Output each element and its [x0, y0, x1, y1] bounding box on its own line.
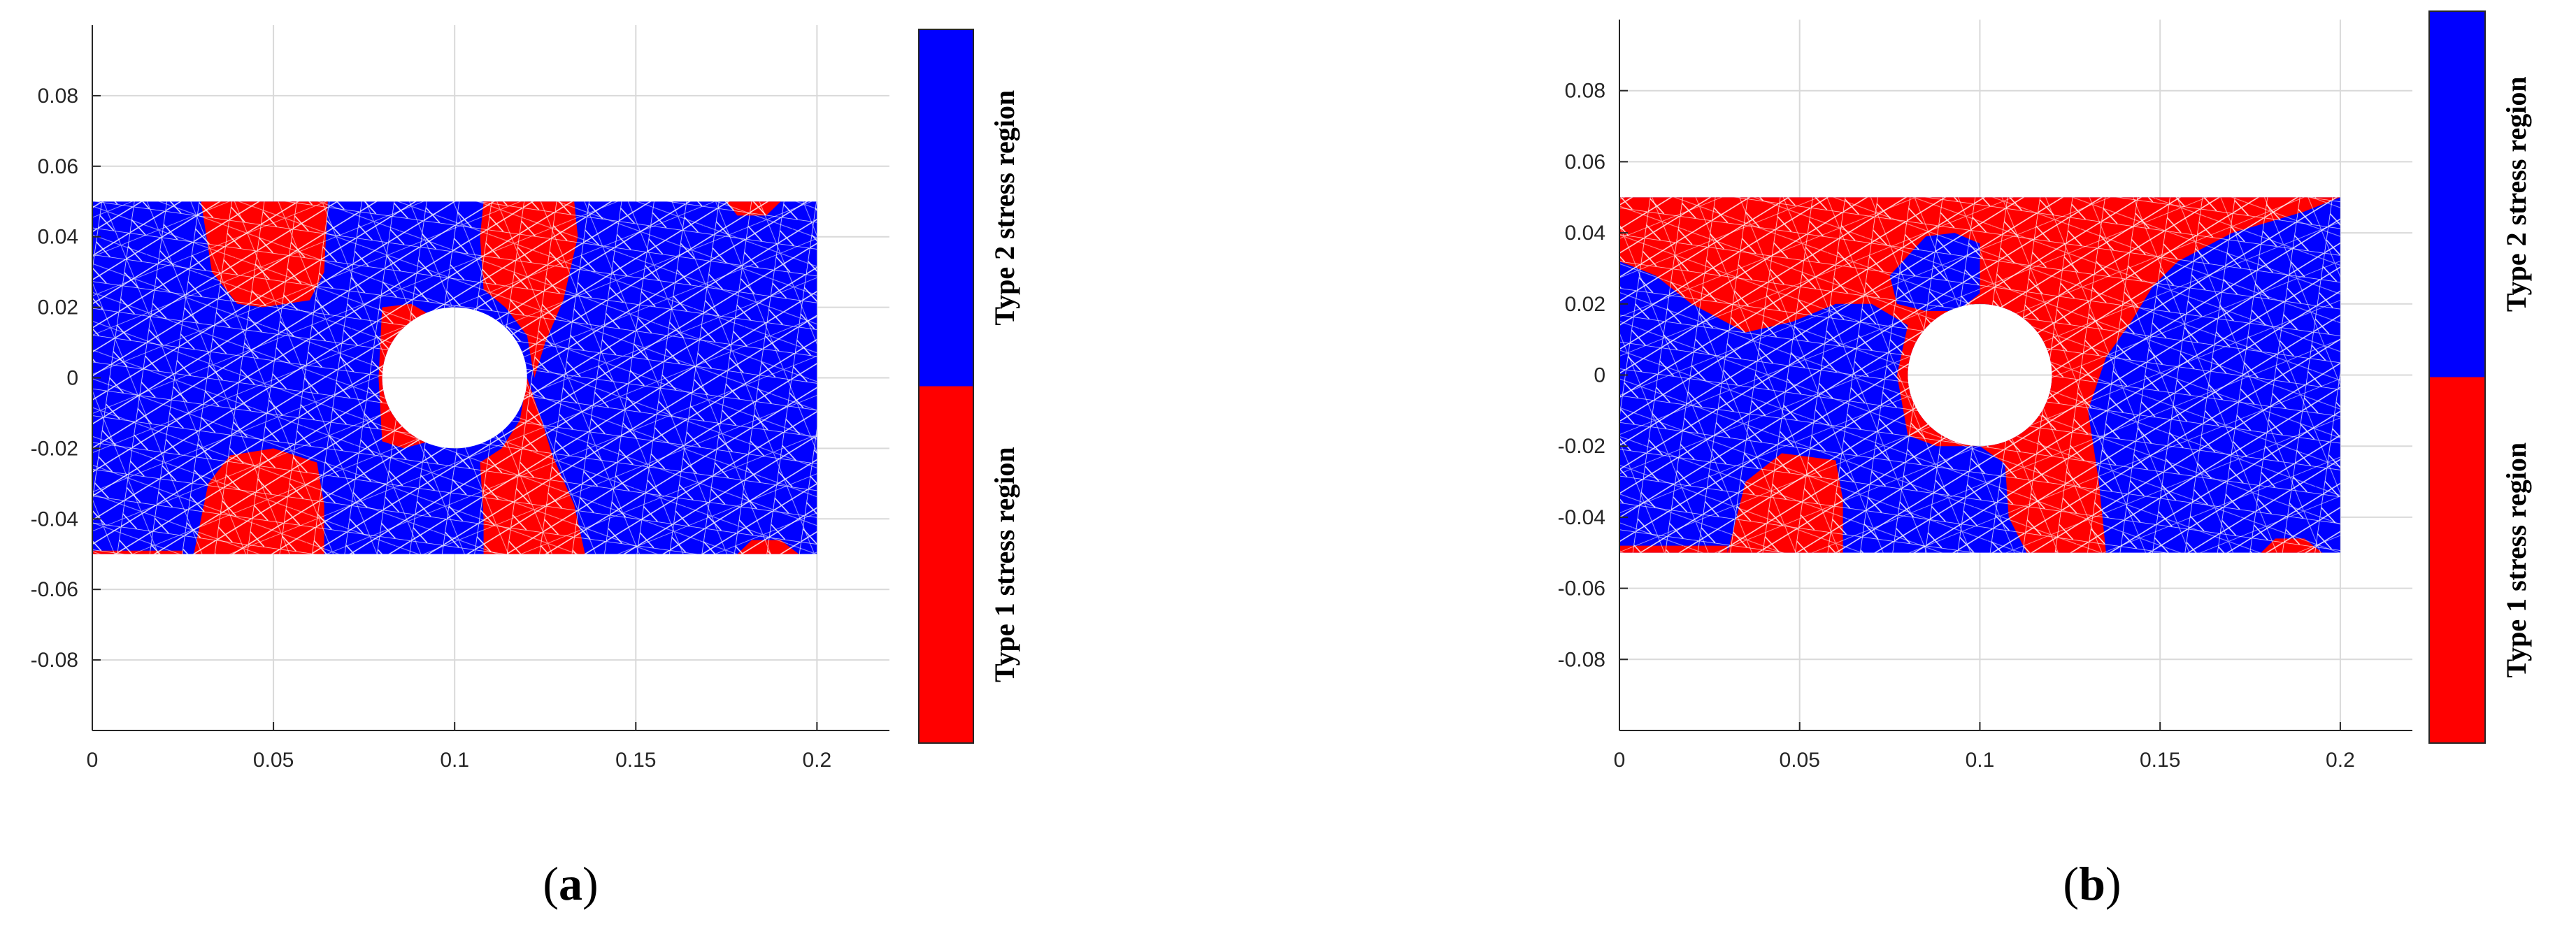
colorbar-label-type1: Type 1 stress region — [989, 447, 1020, 682]
x-tick-label: 0.15 — [615, 749, 656, 772]
y-tick-label: -0.02 — [31, 437, 78, 460]
y-tick-label: 0.06 — [1565, 150, 1605, 173]
x-tick-label: 0.1 — [1966, 749, 1995, 772]
y-tick-label: -0.02 — [1558, 435, 1605, 458]
y-tick-label: -0.04 — [31, 507, 78, 531]
chart-a: 0 0.05 0.1 0.15 0.2 0.08 0.06 0.04 0.02 0 -0.02 -0.… — [31, 25, 1020, 772]
y-tick-label: -0.08 — [1558, 648, 1605, 671]
y-tick-label: 0.04 — [38, 226, 78, 249]
x-tick-label: 0.05 — [1780, 749, 1820, 772]
colorbar: Type 2 stress region Type 1 stress region — [2428, 10, 2532, 744]
colorbar: Type 2 stress region Type 1 stress region — [918, 29, 1020, 744]
axes: 0 0.05 0.1 0.15 0.2 0.08 0.06 0.04 0.02 0 -0.02 -0.… — [31, 25, 889, 772]
y-tick-label: 0.04 — [1565, 222, 1605, 245]
x-tick-label: 0.15 — [2140, 749, 2180, 772]
y-tick-label: 0 — [66, 367, 78, 390]
y-tick-label: -0.06 — [1558, 577, 1605, 600]
panel-label-a: (a) — [543, 857, 599, 910]
chart-b: 0 0.05 0.1 0.15 0.2 0.08 0.06 0.04 0.02 0 -0.02 -0.… — [1558, 10, 2532, 772]
colorbar-type1 — [2429, 377, 2485, 743]
y-tick-label: 0.08 — [1565, 80, 1605, 103]
colorbar-type1 — [919, 386, 973, 743]
colorbar-type2 — [919, 29, 973, 387]
x-tick-label: 0.05 — [253, 749, 294, 772]
y-tick-label: 0.02 — [38, 296, 78, 319]
y-tick-label: 0.08 — [38, 85, 78, 108]
x-tick-label: 0 — [1614, 749, 1626, 772]
y-tick-label: 0 — [1594, 364, 1605, 387]
y-tick-label: 0.02 — [1565, 293, 1605, 316]
panel-b: 0 0.05 0.1 0.15 0.2 0.08 0.06 0.04 0.02 0 -0.02 -0.… — [1288, 0, 2576, 936]
colorbar-frame — [2428, 10, 2486, 744]
x-tick-label: 0 — [87, 749, 99, 772]
y-tick-label: -0.08 — [31, 649, 78, 672]
x-tick-label: 0.1 — [440, 749, 469, 772]
colorbar-frame — [918, 29, 974, 744]
colorbar-type2 — [2429, 11, 2485, 377]
colorbar-label-type2: Type 2 stress region — [2500, 76, 2532, 312]
x-tick-label: 0.2 — [803, 749, 832, 772]
x-tick-label: 0.2 — [2326, 749, 2355, 772]
colorbar-label-type1: Type 1 stress region — [2500, 442, 2532, 678]
panel-a: 0 0.05 0.1 0.15 0.2 0.08 0.06 0.04 0.02 0 -0.02 -0.… — [31, 25, 1020, 910]
colorbar-label-type2: Type 2 stress region — [989, 90, 1020, 326]
y-tick-label: 0.06 — [38, 155, 78, 178]
y-tick-label: -0.06 — [31, 578, 78, 601]
y-tick-label: -0.04 — [1558, 506, 1605, 529]
panel-label-b: (b) — [2063, 857, 2121, 910]
axes: 0 0.05 0.1 0.15 0.2 0.08 0.06 0.04 0.02 0 -0.02 -0.… — [1558, 20, 2412, 772]
